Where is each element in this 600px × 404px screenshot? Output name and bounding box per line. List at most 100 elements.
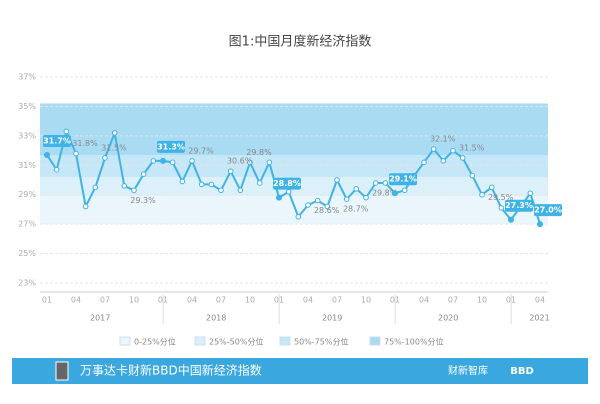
value-label: 29.8%: [372, 188, 398, 197]
value-label: 29.1%: [389, 175, 417, 184]
point: [479, 191, 485, 198]
point: [353, 186, 360, 192]
point-highlight: [537, 221, 543, 228]
value-label: 32.1%: [430, 135, 456, 144]
point: [256, 180, 263, 186]
point: [131, 187, 137, 194]
legend-swatch: [279, 336, 291, 346]
point: [121, 183, 128, 189]
point: [102, 155, 108, 161]
point: [150, 158, 157, 164]
point: [266, 159, 273, 166]
point: [53, 166, 60, 173]
point: [305, 202, 311, 208]
callout-box: [273, 177, 301, 190]
point: [450, 147, 456, 154]
x-tick-label: 04: [71, 296, 81, 305]
point: [488, 184, 495, 191]
y-tick-label: 29%: [18, 190, 36, 199]
legend-label: 25%-50%分位: [209, 337, 263, 347]
point: [285, 188, 292, 195]
x-tick-label: 10: [129, 296, 139, 305]
callout-box: [157, 140, 185, 153]
point: [218, 187, 224, 194]
point: [295, 213, 302, 220]
point: [334, 177, 340, 183]
callout-box: [43, 134, 71, 147]
point: [324, 203, 331, 210]
value-label: 28.7%: [343, 205, 369, 214]
x-tick-label: 07: [332, 296, 342, 305]
point: [169, 159, 176, 166]
value-label: 29.3%: [130, 196, 156, 205]
point: [237, 187, 244, 194]
x-tick-label: 04: [535, 296, 545, 305]
footer-text: 万事达卡财新BBD中国新经济指数: [80, 363, 262, 378]
value-label: 31.7%: [43, 136, 71, 145]
point: [459, 155, 466, 161]
point: [247, 159, 253, 166]
point: [82, 203, 89, 210]
value-label: 29.7%: [188, 146, 214, 155]
callout-box: [505, 199, 533, 212]
year-label: 2018: [206, 314, 226, 323]
y-tick-label: 37%: [18, 73, 36, 82]
footer-icon: [55, 361, 69, 381]
point: [372, 180, 379, 186]
y-tick-label: 33%: [18, 131, 36, 140]
legend-swatch: [119, 336, 131, 346]
value-label: 31.5%: [459, 143, 485, 152]
value-label: 27.0%: [534, 206, 562, 215]
x-tick-label: 07: [216, 296, 226, 305]
point: [189, 158, 195, 164]
x-tick-label: 10: [245, 296, 255, 305]
point: [198, 181, 205, 188]
point: [498, 205, 505, 211]
legend-label: 50%-75%分位: [294, 337, 348, 347]
x-tick-label: 07: [100, 296, 110, 305]
value-label: 29.5%: [488, 193, 514, 202]
x-tick-label: 04: [419, 296, 429, 305]
point: [401, 187, 408, 194]
footer-badge: BBD: [510, 366, 534, 377]
legend-label: 75%-100%分位: [384, 337, 444, 347]
point-highlight: [44, 151, 50, 158]
percentile-band: [40, 196, 548, 225]
x-tick-label: 10: [361, 296, 371, 305]
point-highlight: [508, 216, 514, 223]
x-tick-label: 07: [448, 296, 458, 305]
value-label: 29.8%: [246, 148, 272, 157]
point: [430, 146, 437, 152]
y-tick-label: 31%: [18, 161, 36, 170]
point: [111, 130, 118, 136]
percentile-band: [40, 103, 548, 155]
point: [363, 194, 369, 201]
callout-box: [534, 204, 562, 217]
point: [92, 184, 99, 191]
y-tick-label: 27%: [18, 220, 36, 229]
legend-swatch: [194, 336, 206, 346]
x-tick-label: 04: [187, 296, 197, 305]
legend-label: 0-25%分位: [134, 337, 176, 347]
y-tick-label: 23%: [18, 279, 36, 288]
point: [227, 168, 234, 174]
point: [343, 196, 350, 202]
point: [440, 158, 447, 164]
x-tick-label: 10: [477, 296, 487, 305]
point: [469, 172, 476, 179]
year-label: 2019: [322, 314, 342, 323]
line: [46, 128, 541, 225]
value-label: 30.6%: [227, 157, 253, 166]
value-label: 28.8%: [273, 179, 301, 188]
point-highlight: [160, 157, 166, 164]
point: [73, 150, 79, 157]
value-label: 27.3%: [505, 201, 533, 210]
point: [382, 180, 389, 186]
x-tick-label: 04: [303, 296, 313, 305]
point: [314, 197, 321, 204]
year-label: 2020: [438, 314, 458, 323]
chart-title: 图1:中国月度新经济指数: [229, 34, 372, 50]
point: [527, 190, 534, 197]
